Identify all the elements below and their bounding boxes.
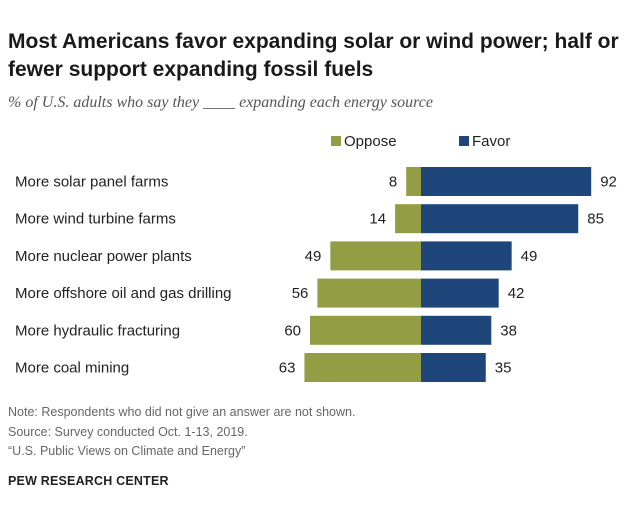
- note-line: Note: Respondents who did not give an an…: [8, 405, 356, 419]
- bar-favor: [421, 167, 592, 196]
- bar-oppose: [317, 278, 421, 308]
- diverging-bar-chart: Oppose Favor More solar panel farms 8 92 More…: [15, 133, 617, 382]
- report-title-line: “U.S. Public Views on Climate and Energy…: [8, 444, 246, 458]
- chart-subtitle: % of U.S. adults who say they ____ expan…: [8, 94, 433, 111]
- notes: Note: Respondents who did not give an an…: [8, 403, 355, 462]
- bar-favor: [421, 353, 486, 382]
- bar-favor: [421, 241, 512, 271]
- source-line: Source: Survey conducted Oct. 1-13, 2019…: [8, 424, 248, 439]
- value-label-oppose: 63: [279, 360, 296, 377]
- legend-swatch-oppose: [331, 136, 341, 146]
- value-label-oppose: 49: [305, 248, 322, 265]
- value-label-favor: 42: [508, 285, 525, 302]
- chart-title: Most Americans favor expanding solar or …: [8, 30, 619, 81]
- value-label-oppose: 8: [389, 174, 397, 191]
- category-label: More coal mining: [15, 360, 129, 377]
- value-label-favor: 85: [587, 211, 604, 228]
- category-label: More solar panel farms: [15, 174, 168, 191]
- value-label-oppose: 14: [369, 211, 386, 228]
- category-label: More offshore oil and gas drilling: [15, 285, 232, 302]
- value-label-oppose: 60: [284, 322, 301, 339]
- value-label-favor: 92: [600, 174, 617, 191]
- category-label: More wind turbine farms: [15, 211, 176, 228]
- value-label-favor: 49: [521, 248, 538, 265]
- bar-oppose: [304, 353, 421, 382]
- bar-favor: [421, 315, 492, 345]
- bar-oppose: [395, 204, 421, 234]
- legend-label-oppose: Oppose: [344, 133, 397, 150]
- category-label: More hydraulic fracturing: [15, 322, 180, 339]
- value-label-favor: 35: [495, 360, 512, 377]
- category-label: More nuclear power plants: [15, 248, 192, 265]
- value-label-favor: 38: [500, 322, 517, 339]
- bar-favor: [421, 204, 579, 234]
- value-label-oppose: 56: [292, 285, 309, 302]
- bar-oppose: [310, 315, 421, 345]
- legend-label-favor: Favor: [472, 133, 510, 150]
- bar-favor: [421, 278, 499, 308]
- legend-swatch-favor: [459, 136, 469, 146]
- source-credit: PEW RESEARCH CENTER: [8, 474, 169, 488]
- bar-oppose: [406, 167, 421, 196]
- bar-oppose: [330, 241, 421, 271]
